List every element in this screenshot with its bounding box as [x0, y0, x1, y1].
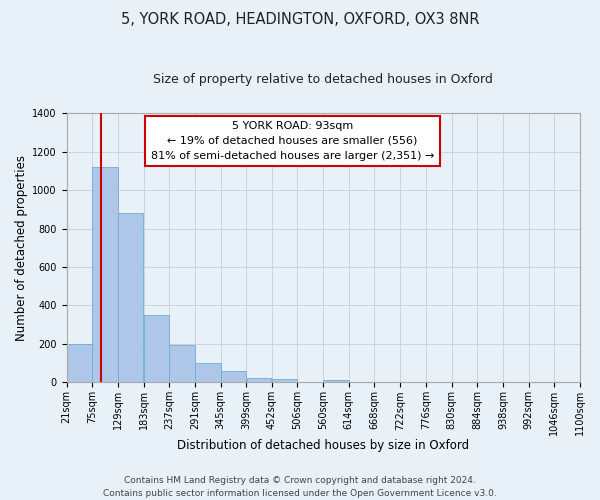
Bar	[221, 372, 246, 382]
Text: 5, YORK ROAD, HEADINGTON, OXFORD, OX3 8NR: 5, YORK ROAD, HEADINGTON, OXFORD, OX3 8N…	[121, 12, 479, 28]
Y-axis label: Number of detached properties: Number of detached properties	[15, 155, 28, 341]
Bar	[92, 167, 118, 382]
Bar	[169, 345, 195, 383]
Bar	[195, 363, 221, 382]
Bar	[247, 378, 271, 382]
Bar	[118, 213, 143, 382]
Text: Contains HM Land Registry data © Crown copyright and database right 2024.
Contai: Contains HM Land Registry data © Crown c…	[103, 476, 497, 498]
Text: 5 YORK ROAD: 93sqm
← 19% of detached houses are smaller (556)
81% of semi-detach: 5 YORK ROAD: 93sqm ← 19% of detached hou…	[151, 121, 434, 160]
Bar	[144, 315, 169, 382]
X-axis label: Distribution of detached houses by size in Oxford: Distribution of detached houses by size …	[177, 440, 469, 452]
Bar	[323, 380, 349, 382]
Bar	[272, 379, 297, 382]
Bar	[67, 344, 92, 383]
Title: Size of property relative to detached houses in Oxford: Size of property relative to detached ho…	[154, 72, 493, 86]
